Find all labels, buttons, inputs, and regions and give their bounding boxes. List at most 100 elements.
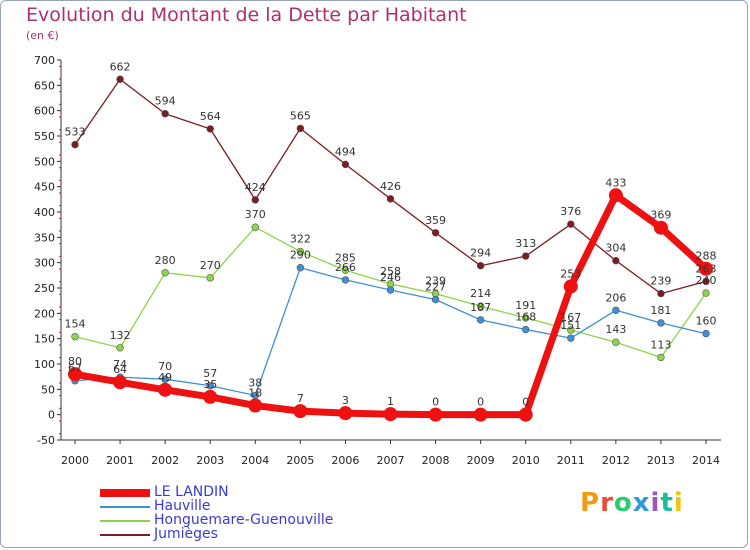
y-tick-label: 500 xyxy=(34,155,55,168)
data-point-3 xyxy=(71,140,79,149)
chart-subtitle: (en €) xyxy=(26,29,59,42)
data-point-2 xyxy=(296,247,305,256)
data-point-2 xyxy=(567,326,575,334)
data-point-0 xyxy=(653,220,668,235)
data-label: 0 xyxy=(522,396,529,409)
data-point-0 xyxy=(473,407,488,422)
data-label: 214 xyxy=(470,287,491,300)
data-label: 424 xyxy=(245,181,266,194)
data-point-3 xyxy=(612,256,620,265)
data-label: 288 xyxy=(696,250,717,263)
logo-letter: o xyxy=(613,488,633,518)
data-label: 187 xyxy=(470,301,491,314)
data-point-0 xyxy=(158,382,173,397)
data-label: 206 xyxy=(605,291,626,304)
legend-label: Hauville xyxy=(154,498,211,514)
legend-swatch xyxy=(100,506,150,508)
data-point-3 xyxy=(341,160,350,169)
data-point-2 xyxy=(206,274,214,282)
data-point-2 xyxy=(522,314,530,322)
data-label: 294 xyxy=(470,247,491,260)
data-label: 18 xyxy=(248,387,262,400)
axes: -500501001502002503003504004505005506006… xyxy=(34,54,721,467)
x-tick-label: 2007 xyxy=(377,454,405,467)
data-label: 370 xyxy=(245,208,266,221)
y-tick-label: -50 xyxy=(37,434,55,447)
data-label: 270 xyxy=(200,259,221,272)
logo-letter: t xyxy=(660,488,674,518)
data-label: 280 xyxy=(155,254,176,267)
data-label: 227 xyxy=(425,281,446,294)
data-point-3 xyxy=(657,289,665,298)
data-point-1 xyxy=(296,264,305,272)
data-point-1 xyxy=(657,319,665,327)
data-label: 290 xyxy=(290,249,311,262)
data-point-3 xyxy=(702,277,710,286)
data-point-0 xyxy=(68,367,82,382)
data-label: 0 xyxy=(432,396,439,409)
data-point-0 xyxy=(248,398,263,413)
logo-letter: r xyxy=(600,488,614,518)
data-point-3 xyxy=(251,196,259,204)
data-point-3 xyxy=(522,252,530,260)
x-tick-label: 2004 xyxy=(241,454,269,467)
data-label: 564 xyxy=(200,110,221,123)
data-label: 38 xyxy=(248,376,262,389)
data-point-0 xyxy=(518,407,533,422)
data-label: 160 xyxy=(696,315,717,328)
data-label: 376 xyxy=(560,205,581,218)
data-label: 151 xyxy=(560,319,581,332)
data-point-2 xyxy=(657,353,665,362)
data-label: 369 xyxy=(650,209,671,222)
x-tick-label: 2010 xyxy=(512,454,540,467)
data-point-0 xyxy=(203,389,218,404)
data-point-2 xyxy=(341,266,350,274)
data-point-2 xyxy=(251,223,259,231)
data-label: 67 xyxy=(68,362,82,375)
data-label: 239 xyxy=(425,275,446,288)
data-label: 64 xyxy=(113,363,127,376)
data-label: 494 xyxy=(335,145,356,158)
data-label: 426 xyxy=(380,180,401,193)
data-label: 191 xyxy=(515,299,536,312)
data-point-1 xyxy=(206,382,214,390)
data-label: 263 xyxy=(696,262,717,275)
x-tick-label: 2013 xyxy=(647,454,675,467)
y-tick-label: 450 xyxy=(34,181,55,194)
legend-label: LE LANDIN xyxy=(154,484,229,500)
y-tick-label: 200 xyxy=(34,307,55,320)
x-tick-label: 2014 xyxy=(692,454,720,467)
x-tick-label: 2006 xyxy=(331,454,359,467)
data-point-0 xyxy=(428,407,443,422)
x-tick-label: 2002 xyxy=(151,454,179,467)
data-point-2 xyxy=(702,289,710,297)
data-point-3 xyxy=(116,75,124,83)
data-point-1 xyxy=(567,334,575,342)
data-label: 239 xyxy=(650,275,671,288)
data-label: 285 xyxy=(335,251,356,264)
data-point-3 xyxy=(476,262,485,270)
data-point-2 xyxy=(612,338,620,346)
x-tick-label: 2000 xyxy=(61,454,89,467)
data-label: 168 xyxy=(515,311,536,324)
data-label: 132 xyxy=(110,329,131,342)
data-point-1 xyxy=(612,306,620,314)
data-label: 80 xyxy=(68,355,82,368)
y-tick-label: 400 xyxy=(34,206,55,219)
data-point-3 xyxy=(296,124,305,133)
proxiti-logo: Proxiti xyxy=(580,488,684,518)
data-point-1 xyxy=(522,325,530,334)
data-point-1 xyxy=(386,286,395,294)
data-point-0 xyxy=(563,279,578,294)
y-tick-label: 650 xyxy=(34,79,55,92)
legend-swatch xyxy=(100,489,150,497)
legend-swatch xyxy=(100,534,150,536)
data-label: 74 xyxy=(113,358,127,371)
data-label: 565 xyxy=(290,109,311,122)
data-label: 322 xyxy=(290,233,311,246)
x-tick-label: 2009 xyxy=(467,454,495,467)
legend-swatch xyxy=(100,520,150,522)
